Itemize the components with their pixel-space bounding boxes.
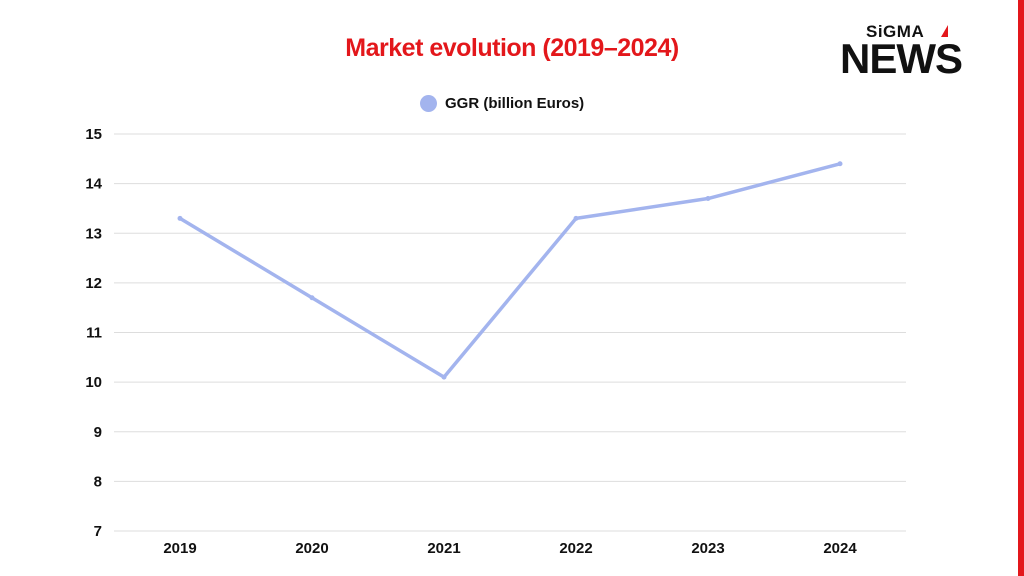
y-tick-label: 11 [86, 325, 102, 342]
legend-swatch-icon [420, 94, 437, 112]
data-point [573, 215, 579, 221]
chart-title: Market evolution (2019–2024) [345, 34, 679, 62]
logo-flag-icon [941, 25, 948, 37]
y-tick-label: 14 [85, 176, 102, 193]
x-tick-label: 2022 [559, 540, 592, 557]
y-tick-label: 15 [85, 126, 102, 143]
y-tick-label: 8 [94, 473, 102, 490]
data-point [309, 295, 315, 301]
x-tick-label: 2024 [823, 540, 857, 557]
logo-bottom-text: NEWS [840, 35, 963, 82]
x-tick-label: 2020 [295, 540, 328, 557]
gridlines [114, 133, 906, 532]
x-axis-ticks: 2019 2020 2021 2022 2023 2024 [163, 540, 857, 557]
x-tick-label: 2023 [691, 540, 724, 557]
logo-top-text: SiGMA [866, 22, 925, 41]
series-lines [177, 161, 843, 380]
data-point [177, 215, 183, 221]
chart-legend: GGR (billion Euros) [420, 93, 584, 113]
y-tick-label: 10 [85, 374, 102, 391]
y-tick-label: 9 [94, 424, 102, 441]
data-point [837, 161, 843, 167]
y-tick-label: 7 [94, 523, 102, 540]
accent-edge-bar [1018, 0, 1024, 576]
x-tick-label: 2019 [163, 540, 196, 557]
data-point [441, 374, 447, 380]
y-tick-label: 13 [85, 225, 102, 242]
series-line [178, 162, 842, 379]
x-tick-label: 2021 [427, 540, 460, 557]
sigma-news-logo: SiGMA NEWS [838, 22, 978, 82]
y-tick-label: 12 [85, 275, 102, 292]
y-axis-ticks: 7 8 9 10 11 12 13 14 15 [85, 126, 102, 540]
data-point [705, 196, 711, 202]
legend-label: GGR (billion Euros) [445, 94, 585, 112]
